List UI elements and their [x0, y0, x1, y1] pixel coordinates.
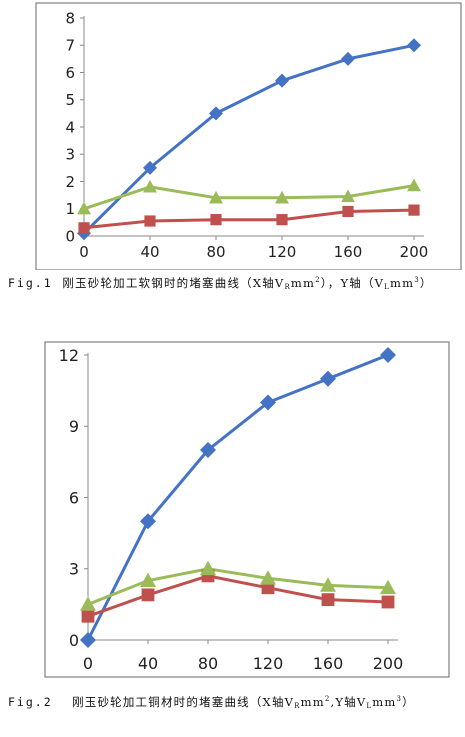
y-tick-label: 7	[65, 37, 75, 55]
data-point-diamond	[140, 513, 156, 530]
x-tick-label: 40	[140, 243, 159, 261]
data-point-triangle	[80, 596, 96, 611]
data-point-diamond	[407, 38, 421, 53]
series-1-line	[82, 43, 415, 235]
caption-unit: mm	[372, 694, 397, 709]
data-point-triangle	[275, 190, 289, 204]
data-point-square	[144, 215, 156, 227]
chart-frame	[35, 2, 462, 270]
x-tick-label: 200	[373, 654, 404, 673]
x-tick-label: 0	[79, 243, 89, 261]
data-point-triangle	[143, 179, 157, 193]
caption-subscript: L	[384, 282, 391, 291]
y-tick-label: 6	[65, 64, 75, 82]
caption-subscript: R	[284, 282, 291, 291]
series-2-line	[83, 208, 415, 230]
data-point-diamond	[80, 632, 96, 648]
caption-superscript: 2	[324, 695, 331, 703]
figure-1-label: Fig.1	[8, 275, 53, 290]
x-tick-label: 80	[198, 654, 218, 673]
x-tick-label: 120	[253, 654, 284, 673]
y-tick-label: 4	[65, 118, 75, 136]
figure-2-caption: Fig.2 刚玉砂轮加工铜材时的堵塞曲线（X轴VRmm2,Y轴VLmm3）	[8, 690, 458, 716]
caption-text: ），Y轴（V	[320, 275, 385, 290]
data-point-triangle	[260, 570, 276, 585]
series-3-line	[83, 184, 415, 211]
y-tick-label: 8	[65, 9, 75, 27]
x-tick-label: 80	[206, 243, 225, 261]
data-point-square	[381, 595, 395, 609]
figure-1-caption: Fig.1 刚玉砂轮加工软钢时的堵塞曲线（X轴VRmm2），Y轴（VLmm3）	[8, 271, 458, 297]
data-point-diamond	[260, 394, 276, 411]
caption-text: 刚玉砂轮加工铜材时的堵塞曲线（X轴V	[72, 694, 295, 709]
y-tick-label: 12	[59, 346, 79, 365]
y-tick-label: 3	[69, 560, 79, 579]
data-point-diamond	[200, 442, 216, 458]
data-point-diamond	[275, 73, 289, 88]
data-point-square	[342, 205, 354, 218]
y-tick-label: 0	[69, 631, 79, 650]
data-point-square	[321, 593, 335, 607]
caption-unit: mm	[300, 694, 325, 709]
data-point-diamond	[380, 347, 396, 363]
data-point-triangle	[320, 577, 336, 592]
series-2-line	[87, 574, 389, 618]
chart-frame	[44, 341, 450, 678]
caption-superscript: 3	[396, 695, 403, 703]
caption-superscript: 3	[414, 276, 420, 284]
y-tick-label: 6	[69, 488, 79, 507]
figure-2-label: Fig.2	[8, 694, 53, 709]
y-tick-label: 1	[65, 200, 75, 218]
data-point-square	[141, 588, 155, 602]
x-tick-label: 120	[268, 243, 297, 261]
series-3-line	[87, 567, 389, 606]
data-point-diamond	[341, 51, 355, 66]
y-tick-label: 3	[65, 146, 75, 164]
caption-text: ）	[402, 694, 415, 709]
caption-subscript: L	[366, 701, 373, 710]
caption-text: 刚玉砂轮加工软钢时的堵塞曲线（X轴V	[62, 275, 285, 290]
y-tick-label: 2	[65, 173, 75, 191]
caption-subscript: R	[294, 701, 301, 710]
data-point-triangle	[341, 189, 355, 203]
series-1-line	[86, 353, 389, 641]
data-point-square	[81, 609, 95, 623]
caption-unit: mm	[390, 275, 415, 290]
data-point-triangle	[140, 572, 156, 588]
data-point-triangle	[380, 579, 396, 595]
y-tick-label: 5	[65, 91, 75, 109]
x-tick-label: 160	[334, 243, 363, 261]
data-point-triangle	[209, 190, 223, 204]
data-point-triangle	[77, 201, 91, 215]
y-tick-label: 0	[65, 227, 75, 245]
x-tick-label: 160	[313, 654, 344, 673]
data-point-diamond	[143, 160, 157, 175]
caption-unit: mm	[290, 275, 316, 290]
data-point-square	[78, 222, 90, 234]
data-point-triangle	[200, 560, 216, 576]
data-point-square	[276, 214, 288, 226]
data-point-square	[408, 204, 420, 216]
caption-text: ）	[419, 275, 433, 290]
x-tick-label: 200	[400, 243, 429, 261]
data-point-diamond	[320, 370, 336, 387]
data-point-square	[210, 214, 222, 226]
y-tick-label: 9	[69, 417, 79, 436]
data-point-diamond	[209, 106, 223, 121]
x-tick-label: 40	[138, 654, 158, 673]
data-point-triangle	[407, 178, 421, 192]
x-tick-label: 0	[83, 654, 93, 673]
caption-superscript: 2	[315, 276, 321, 284]
caption-text: ,Y轴V	[330, 694, 367, 709]
